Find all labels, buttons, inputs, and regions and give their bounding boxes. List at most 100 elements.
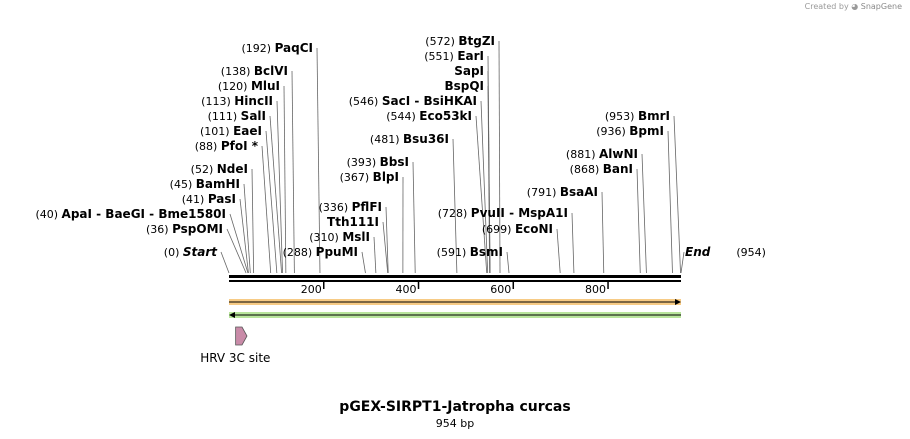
site-label: (546) SacI - BsiHKAI bbox=[349, 94, 477, 108]
site-position: (52) bbox=[191, 163, 217, 176]
credit-prefix: Created by bbox=[804, 2, 849, 11]
site-label: SapI bbox=[454, 64, 484, 78]
site-position: (41) bbox=[182, 193, 208, 206]
orf-arrowhead bbox=[675, 299, 681, 305]
site-labels: (0) Start(36) PspOMI(40) ApaI - BaeGI - … bbox=[35, 34, 765, 259]
site-label: (881) AlwNI bbox=[566, 147, 638, 161]
site-leader bbox=[506, 251, 510, 274]
site-name: PflFI bbox=[352, 200, 382, 214]
site-label: (544) Eco53kI bbox=[386, 109, 472, 123]
site-leader bbox=[261, 145, 272, 274]
site-label: (367) BlpI bbox=[340, 170, 399, 184]
site-position: (953) bbox=[605, 110, 638, 123]
site-leader bbox=[556, 228, 561, 274]
site-leader bbox=[316, 47, 321, 274]
site-position: (88) bbox=[195, 140, 221, 153]
map-title: pGEX-SIRPT1-Jatropha curcas bbox=[339, 399, 571, 415]
snapgene-credit: Created by ◕ SnapGene bbox=[805, 2, 902, 11]
site-position: (288) bbox=[283, 246, 316, 259]
feature-label: HRV 3C site bbox=[200, 351, 270, 365]
site-label: (791) BsaAI bbox=[527, 185, 598, 199]
site-name: PspOMI bbox=[172, 222, 223, 236]
site-position: (192) bbox=[241, 42, 274, 55]
site-label: (40) ApaI - BaeGI - Bme1580I bbox=[35, 207, 226, 221]
site-label: (52) NdeI bbox=[191, 162, 248, 176]
site-name: SapI bbox=[454, 64, 484, 78]
site-label: (868) BanI bbox=[570, 162, 633, 176]
features: HRV 3C site bbox=[200, 326, 270, 365]
site-name: BtgZI bbox=[458, 34, 495, 48]
site-label: (481) Bsu36I bbox=[370, 132, 449, 146]
orf-arrowhead bbox=[229, 312, 235, 318]
site-position: (40) bbox=[35, 208, 61, 221]
site-name: PfoI * bbox=[221, 139, 259, 153]
site-position: (791) bbox=[527, 186, 560, 199]
site-leader bbox=[361, 251, 366, 274]
site-position: (699) bbox=[482, 223, 515, 236]
site-position: (544) bbox=[386, 110, 419, 123]
site-name: MslI bbox=[342, 230, 370, 244]
site-label: (551) EarI bbox=[424, 49, 484, 63]
ruler-tick-label: 800 bbox=[585, 283, 606, 296]
site-leader bbox=[229, 213, 249, 274]
site-leader bbox=[487, 55, 491, 274]
site-leader bbox=[251, 168, 255, 274]
site-name: BspQI bbox=[444, 79, 484, 93]
site-position: (481) bbox=[370, 133, 403, 146]
site-name: PpuMI bbox=[316, 245, 358, 259]
site-position: (954) bbox=[736, 246, 766, 259]
site-leader bbox=[636, 168, 641, 274]
ruler-tick-label: 600 bbox=[490, 283, 511, 296]
site-leader bbox=[373, 236, 377, 274]
site-leader bbox=[265, 130, 278, 274]
site-name: BamHI bbox=[196, 177, 240, 191]
site-name: Eco53kI bbox=[419, 109, 472, 123]
site-label: (393) BbsI bbox=[347, 155, 409, 169]
site-position: (936) bbox=[596, 125, 629, 138]
site-position: (551) bbox=[424, 50, 457, 63]
site-name: PasI bbox=[208, 192, 236, 206]
site-leader bbox=[243, 183, 251, 274]
site-leader-lines bbox=[220, 40, 685, 274]
site-name: BsmI bbox=[470, 245, 503, 259]
site-position: (310) bbox=[309, 231, 342, 244]
site-name: ApaI - BaeGI - Bme1580I bbox=[62, 207, 226, 221]
site-name: HincII bbox=[234, 94, 273, 108]
site-name: BsaAI bbox=[560, 185, 598, 199]
site-label: (88) PfoI * bbox=[195, 139, 259, 153]
site-position: (113) bbox=[201, 95, 234, 108]
backbone-bottom-strand bbox=[229, 280, 681, 282]
site-leader bbox=[498, 40, 501, 274]
ruler: 200 400 600 800 bbox=[301, 282, 609, 296]
site-name: Bsu36I bbox=[403, 132, 449, 146]
site-label: (192) PaqCI bbox=[241, 41, 313, 55]
site-name: PvuII - MspA1I bbox=[471, 206, 568, 220]
site-leader bbox=[269, 115, 282, 274]
site-label: (699) EcoNI bbox=[482, 222, 553, 236]
site-label: End (954) bbox=[685, 245, 766, 259]
orf-arrows bbox=[229, 299, 681, 318]
site-leader bbox=[276, 100, 283, 274]
credit-brand: SnapGene bbox=[860, 2, 902, 11]
backbone-top-strand bbox=[229, 275, 681, 278]
site-label: (936) BpmI bbox=[596, 124, 664, 138]
site-label: (101) EaeI bbox=[200, 124, 262, 138]
site-position: (36) bbox=[146, 223, 172, 236]
site-name: BpmI bbox=[629, 124, 664, 138]
site-label: (45) BamHI bbox=[170, 177, 240, 191]
site-leader bbox=[283, 85, 287, 274]
site-position: (336) bbox=[319, 201, 352, 214]
site-position: (868) bbox=[570, 163, 603, 176]
site-position: (120) bbox=[218, 80, 251, 93]
site-label: (310) MslI bbox=[309, 230, 370, 244]
feature-arrow bbox=[235, 326, 248, 346]
site-name: MluI bbox=[251, 79, 280, 93]
site-position: (572) bbox=[425, 35, 458, 48]
site-position: (111) bbox=[208, 110, 241, 123]
site-label: (953) BmrI bbox=[605, 109, 670, 123]
site-position: (881) bbox=[566, 148, 599, 161]
site-position: (0) bbox=[164, 246, 183, 259]
map-size: 954 bp bbox=[435, 417, 475, 430]
site-leader bbox=[601, 191, 605, 274]
